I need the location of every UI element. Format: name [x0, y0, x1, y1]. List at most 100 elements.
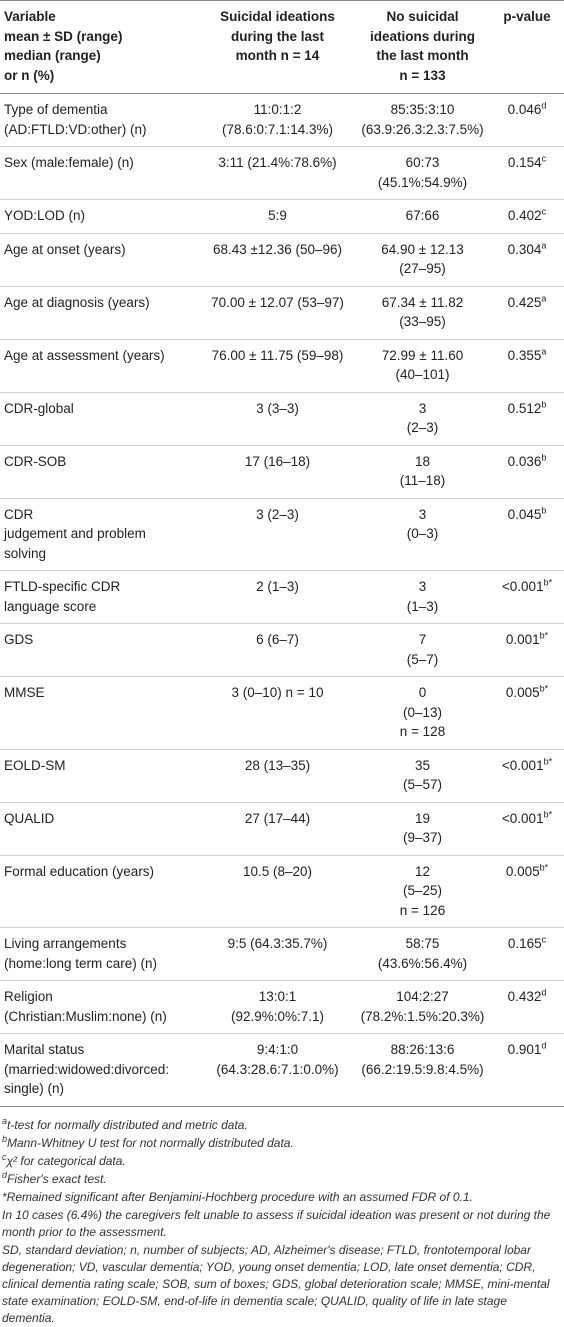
table-cell: 3 (0–10) n = 10: [200, 676, 355, 750]
table-row: Living arrangements (home:long term care)…: [0, 927, 564, 981]
footnote: at-test for normally distributed and met…: [2, 1116, 562, 1134]
footnote: cχ² for categorical data.: [2, 1151, 562, 1170]
footnote-mark: d: [2, 1169, 8, 1180]
p-value: 0.005: [505, 863, 540, 879]
table-cell: 0.154c: [490, 146, 564, 200]
footnote-mark: c: [2, 1151, 7, 1162]
cell-line: (92.9%:0%:7.1): [230, 1008, 325, 1024]
cell-line: Religion: [4, 989, 53, 1004]
cell-line: 3: [418, 400, 427, 416]
table-cell: 35 (5–57): [355, 749, 490, 803]
table-cell: 3:11 (21.4%:78.6%): [200, 146, 355, 200]
p-value-note: b: [541, 452, 547, 462]
cell-line: 3 (2–3): [256, 506, 299, 522]
cell-line: (45.1%:54.9%): [377, 174, 468, 190]
cell-line: YOD:LOD (n): [4, 208, 86, 223]
cell-line: (home:long term care) (n): [4, 955, 158, 971]
cell-line: n = 128: [399, 724, 446, 739]
p-value-note: b*: [543, 756, 553, 766]
p-value: 0.036: [507, 453, 542, 469]
p-value-note: d: [541, 987, 547, 998]
table-cell: Living arrangements (home:long term care)…: [0, 927, 200, 981]
table-cell: 5:9: [200, 199, 355, 234]
table-cell: 28 (13–35): [200, 749, 355, 803]
table-cell: 0.001b*: [490, 623, 564, 677]
cell-line: 35: [414, 757, 431, 773]
header-line: month n = 14: [235, 48, 320, 63]
cell-line: (2–3): [406, 420, 439, 435]
footnote-text: Fisher's exact test.: [7, 1171, 107, 1186]
header-line: mean ± SD (range): [4, 28, 123, 44]
cell-line: (64.3:28.6:7.1:0.0%): [216, 1061, 339, 1077]
cell-line: (AD:FTLD:VD:other) (n): [4, 121, 147, 137]
table-cell: 85:35:3:10 (63.9:26.3:2.3:7.5%): [355, 93, 490, 147]
cell-line: (0–13): [402, 704, 443, 720]
p-value-note: d: [541, 100, 547, 111]
cell-line: (Christian:Muslim:none) (n): [4, 1008, 167, 1024]
p-value-note: c: [541, 206, 547, 217]
footnote-text: t-test for normally distributed and metr…: [7, 1117, 248, 1132]
cell-line: Age at diagnosis (years): [4, 294, 150, 310]
table-cell: 67:66: [355, 199, 490, 234]
cell-line: 12: [414, 863, 431, 879]
table-cell: 27 (17–44): [200, 802, 355, 856]
cell-line: GDS: [4, 632, 34, 647]
p-value: 0.154: [507, 155, 542, 170]
cell-line: Living arrangements: [4, 936, 127, 951]
table-cell: 0.036b: [490, 445, 564, 499]
table-row: MMSE 3 (0–10) n = 10 0 (0–13) n = 128 0.005b*: [0, 676, 564, 750]
cell-line: 72.99 ± 11.60: [381, 347, 464, 363]
cell-line: 0: [418, 685, 427, 700]
table-cell: <0.001b*: [490, 802, 564, 856]
table-cell: 0.901d: [490, 1033, 564, 1107]
table-cell: 0.402c: [490, 199, 564, 234]
table-cell: GDS: [0, 623, 200, 677]
cell-line: Age at assessment (years): [4, 347, 165, 363]
table-cell: 0.512b: [490, 392, 564, 446]
footnote-text: *Remained significant after Benjamini-Ho…: [2, 1189, 473, 1204]
table-row: YOD:LOD (n) 5:9 67:66 0.402c: [0, 199, 564, 234]
header-line: the last month: [376, 48, 469, 63]
cell-line: (78.6:0:7.1:14.3%): [221, 121, 334, 137]
header-line: during the last: [230, 28, 324, 44]
p-value: 0.304: [507, 241, 542, 257]
p-value-note: a: [541, 293, 547, 303]
table-cell: 0.304a: [490, 233, 564, 287]
table-cell: Sex (male:female) (n): [0, 146, 200, 200]
cell-line: (married:widowed:divorced:: [4, 1061, 170, 1077]
table-row: EOLD-SM 28 (13–35) 35 (5–57) <0.001b*: [0, 749, 564, 803]
header-line: p-value: [503, 9, 551, 24]
cell-line: Formal education (years): [4, 863, 155, 879]
cell-line: MMSE: [4, 685, 45, 700]
p-value-note: d: [541, 1040, 547, 1051]
table-row: Type of dementia (AD:FTLD:VD:other) (n) 11…: [0, 93, 564, 147]
table-cell: 9:5 (64.3:35.7%): [200, 927, 355, 981]
cell-line: 19: [414, 810, 431, 826]
table-row: GDS 6 (6–7) 7 (5–7) 0.001b*: [0, 623, 564, 677]
cell-line: CDR: [4, 506, 34, 522]
cell-line: EOLD-SM: [4, 757, 66, 773]
cell-line: 28 (13–35): [244, 757, 311, 773]
cell-line: 18: [414, 453, 431, 469]
cell-line: 27 (17–44): [244, 810, 311, 826]
cell-line: (1–3): [406, 598, 439, 614]
table-row: CDR-SOB 17 (16–18) 18 (11–18) 0.036b: [0, 445, 564, 499]
cell-line: single) (n): [4, 1081, 65, 1096]
cell-line: Age at onset (years): [4, 241, 126, 257]
table-row: Religion (Christian:Muslim:none) (n) 13:0:…: [0, 980, 564, 1034]
table-cell: 76.00 ± 11.75 (59–98): [200, 339, 355, 393]
cell-line: (0–3): [406, 526, 439, 541]
cell-line: QUALID: [4, 810, 55, 826]
cell-line: 5:9: [268, 208, 287, 223]
cell-line: (9–37): [402, 830, 443, 845]
table-cell: 3 (2–3): [200, 498, 355, 571]
table-row: Marital status (married:widowed:divorced:…: [0, 1033, 564, 1107]
cell-line: 85:35:3:10: [390, 102, 455, 117]
p-value: <0.001: [501, 757, 544, 773]
header-line: Suicidal ideations: [220, 9, 335, 24]
table-row: Age at assessment (years) 76.00 ± 11.75 (…: [0, 339, 564, 393]
cell-line: (5–25): [402, 883, 443, 898]
cell-line: 3 (0–10) n = 10: [231, 685, 324, 700]
table-cell: <0.001b*: [490, 749, 564, 803]
footnote: dFisher's exact test.: [2, 1169, 562, 1188]
